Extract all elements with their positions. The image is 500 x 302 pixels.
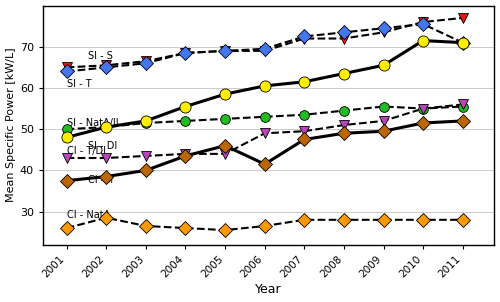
Text: SI - DI: SI - DI xyxy=(88,141,118,151)
X-axis label: Year: Year xyxy=(256,284,282,297)
Text: CI - NatA: CI - NatA xyxy=(66,210,110,220)
Y-axis label: Mean Specific Power [kW/L]: Mean Specific Power [kW/L] xyxy=(6,48,16,202)
Text: SI - T: SI - T xyxy=(66,79,92,89)
Text: SI - S: SI - S xyxy=(88,51,114,61)
Text: CI - T/DI: CI - T/DI xyxy=(66,146,106,156)
Text: SI - NatA/II: SI - NatA/II xyxy=(66,118,118,128)
Text: CI - II: CI - II xyxy=(88,175,114,185)
